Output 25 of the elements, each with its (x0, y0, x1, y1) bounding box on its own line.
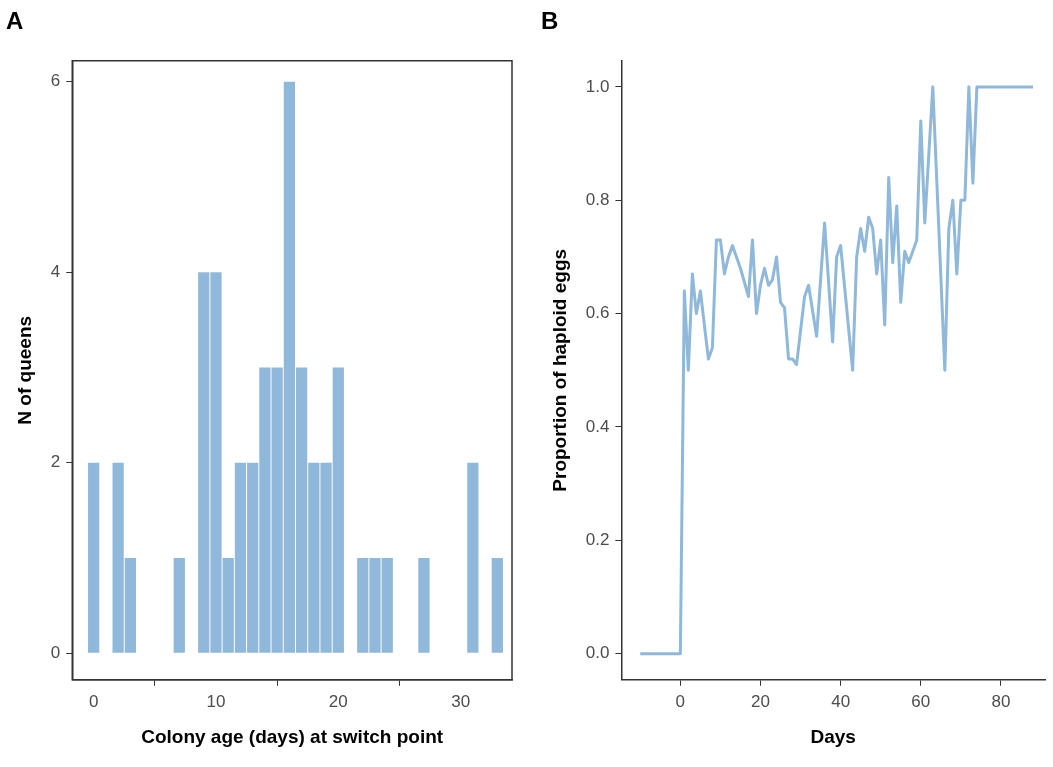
y-tick-label: 2 (50, 452, 61, 472)
y-tick-label: 0.4 (585, 416, 610, 436)
y-tick-label: 6 (50, 71, 61, 91)
x-axis-title: Days (810, 725, 856, 747)
y-tick-label: 4 (50, 261, 61, 281)
x-tick-label: 10 (206, 691, 226, 711)
chart-title: B (541, 7, 559, 35)
x-tick-label: 0 (88, 691, 99, 711)
y-tick-label: 0.8 (585, 189, 610, 209)
y-tick-label: 1.0 (585, 76, 610, 96)
y-axis-title: Proportion of haploid eggs (548, 248, 570, 492)
chart-title: A (6, 7, 24, 35)
y-tick-label: 0.2 (585, 530, 610, 550)
y-axis-title: N of queens (13, 315, 35, 425)
x-tick-label: 0 (675, 691, 686, 711)
y-tick-label: 0.0 (585, 643, 610, 663)
x-tick-label: 80 (991, 691, 1011, 711)
x-tick-label: 60 (911, 691, 931, 711)
y-tick-label: 0.6 (585, 303, 610, 323)
x-tick-label: 40 (831, 691, 851, 711)
x-tick-label: 20 (328, 691, 348, 711)
x-axis-title: Colony age (days) at switch point (141, 725, 444, 747)
y-tick-label: 0 (50, 642, 61, 662)
x-tick-label: 20 (751, 691, 770, 711)
x-tick-label: 30 (451, 691, 471, 711)
